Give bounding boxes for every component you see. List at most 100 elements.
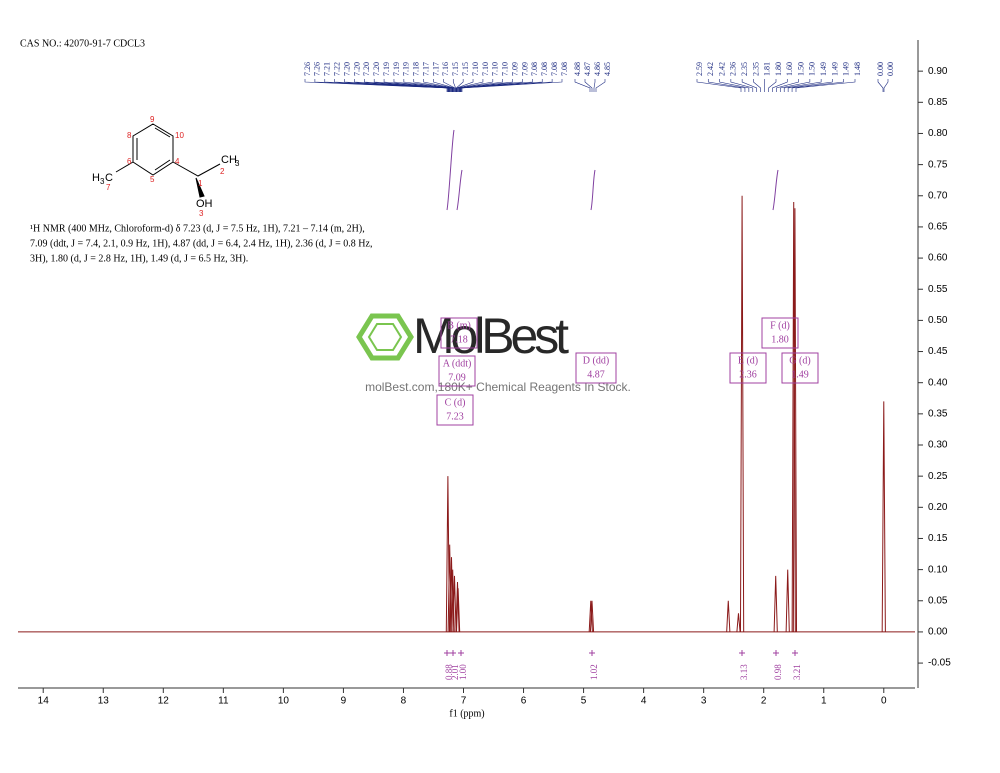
peak: [588, 600, 593, 632]
y-tick-label: 0.10: [928, 564, 948, 575]
peak-label-connector: [455, 79, 464, 92]
atom-number: 2: [220, 167, 225, 176]
y-tick-label: 0.75: [928, 159, 948, 170]
peak-label: 0.00: [886, 62, 895, 76]
x-tick-label: 12: [158, 696, 170, 707]
integral-label: 1.02: [589, 664, 599, 680]
x-tick-label: 13: [98, 696, 110, 707]
peak-label: 1.48: [853, 62, 862, 76]
x-tick-label: 8: [401, 696, 407, 707]
peak-label-connector: [423, 79, 455, 92]
multiplet-shift: 4.87: [587, 369, 605, 380]
y-tick-label: 0.45: [928, 346, 948, 357]
multiplet-name: F (d): [770, 320, 790, 331]
peak-label: 7.19: [402, 62, 411, 76]
peak-label: 2.59: [695, 62, 704, 76]
peak-label: 7.20: [372, 62, 381, 76]
integral-label: 3.13: [739, 664, 749, 680]
peak-label: 7.10: [471, 62, 480, 76]
x-tick-label: 7: [461, 696, 467, 707]
peak-label: 0.00: [876, 62, 885, 76]
y-tick-label: 0.80: [928, 128, 948, 139]
x-tick-label: 1: [821, 696, 827, 707]
peak-label: 7.10: [491, 62, 500, 76]
molecule: [115, 123, 221, 198]
peak-label-connector: [457, 79, 484, 92]
peak-label-connector: [741, 79, 758, 92]
peak: [452, 575, 457, 632]
multiplet-name: E (d): [738, 355, 758, 366]
peak-label: 7.19: [392, 62, 401, 76]
y-tick-label: 0.20: [928, 502, 948, 513]
peak: [726, 600, 731, 632]
atom: 3: [235, 159, 240, 168]
integral-curve: [772, 169, 779, 211]
peak-label-connector: [696, 79, 742, 92]
atom-number: 8: [127, 131, 132, 140]
multiplet-shift: 1.80: [771, 334, 789, 345]
peak-label-connector: [791, 79, 845, 92]
x-tick-label: 6: [521, 696, 527, 707]
peak-label: 7.15: [461, 62, 470, 76]
peak-label: 7.18: [412, 62, 421, 76]
peak-label-connector: [595, 79, 606, 92]
peak-label-connector: [776, 79, 799, 92]
multiplet-name: D (dd): [583, 355, 609, 366]
peak-label-connector: [459, 79, 533, 92]
peak: [881, 401, 886, 632]
y-tick-label: 0.00: [928, 627, 948, 638]
peak-label: 7.17: [421, 62, 430, 76]
multiplet-box: [436, 394, 474, 426]
integral-curve: [456, 169, 463, 211]
peak-label-connector: [707, 79, 746, 92]
peak: [739, 195, 745, 632]
peak-label-connector: [783, 79, 822, 92]
peak-label-connector: [461, 79, 563, 92]
x-tick-label: 14: [38, 696, 50, 707]
peak-label: 7.21: [323, 62, 332, 76]
y-tick-label: 0.65: [928, 222, 948, 233]
x-tick-label: 10: [278, 696, 290, 707]
peak-label: 7.20: [342, 62, 351, 76]
multiplet-name: A (ddt): [443, 358, 472, 369]
multiplet-shift: 1.49: [791, 369, 809, 380]
peak-label-connector: [456, 79, 474, 92]
peak-label: 7.16: [441, 62, 450, 76]
description: ¹H NMR (400 MHz, Chloroform-d) δ 7.23 (d…: [30, 223, 372, 264]
x-tick-label: 4: [641, 696, 647, 707]
tagline: molBest.com,180K+ Chemical Reagents In S…: [365, 380, 631, 394]
x-tick-label: 3: [701, 696, 707, 707]
integral-label: 0.98: [773, 664, 783, 680]
y-tick-label: 0.25: [928, 471, 948, 482]
peak-label: 1.50: [808, 62, 817, 76]
peak-label: 7.20: [352, 62, 361, 76]
peak-label: 7.15: [451, 62, 460, 76]
multiplet-box: [761, 317, 799, 349]
peak-label-connector: [443, 79, 456, 92]
atom-number: 9: [150, 115, 155, 124]
y-tick-label: 0.70: [928, 190, 948, 201]
peak-label-connector: [383, 79, 452, 92]
multiplet-box: [440, 317, 478, 349]
atom-labels: H 3 C 7 8 9 10 4 5 6 1 2 CH 3 OH 3: [92, 115, 240, 218]
integral-curve: [590, 169, 596, 211]
peak-label-connector: [719, 79, 750, 92]
logo-text: MolBest: [413, 308, 569, 364]
peak-label: 4.86: [593, 62, 602, 76]
peak-label-connector: [772, 79, 788, 92]
integral-label: 0.88: [444, 664, 454, 680]
y-tick-label: 0.30: [928, 440, 948, 451]
peak: [449, 557, 454, 632]
peak-label-connector: [458, 79, 503, 92]
peak-label: 1.81: [763, 62, 772, 76]
atom-number: 10: [175, 131, 184, 140]
peak-label: 7.08: [540, 62, 549, 76]
peak-label: 7.20: [362, 62, 371, 76]
peak: [455, 582, 460, 632]
y-tick-label: 0.05: [928, 595, 948, 606]
y-tick-label: -0.05: [928, 658, 951, 669]
multiplet-box: [575, 352, 617, 384]
x-tick-label: 9: [341, 696, 347, 707]
peak: [773, 575, 778, 632]
